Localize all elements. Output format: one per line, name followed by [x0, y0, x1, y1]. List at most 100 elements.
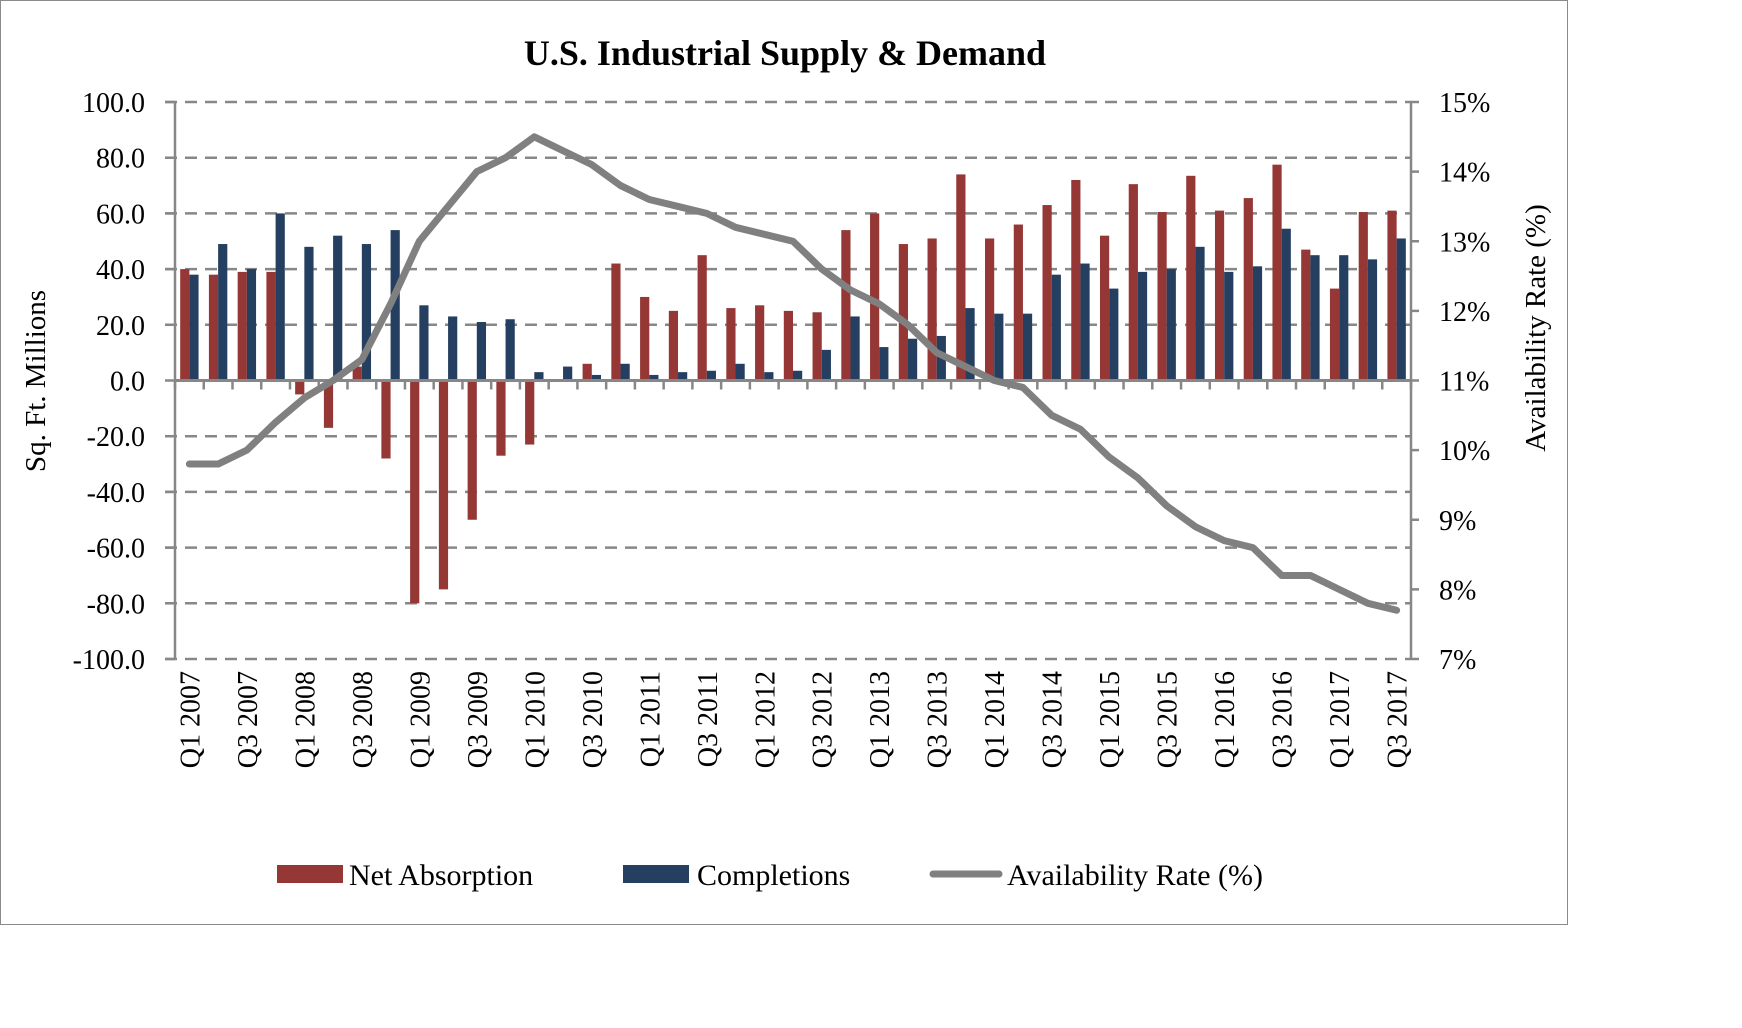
completions-bar: [505, 319, 515, 381]
net-absorption-bar: [237, 271, 247, 381]
net-absorption-bar: [870, 213, 880, 381]
net-absorption-bar: [1358, 212, 1368, 381]
completions-bar: [1051, 274, 1061, 381]
bars: [180, 164, 1406, 604]
x-axis-tick-label: Q1 2008: [290, 671, 321, 768]
net-absorption-bar: [438, 380, 449, 590]
y-axis-right-tick-label: 10%: [1439, 436, 1490, 467]
net-absorption-bar: [755, 305, 765, 381]
x-axis-tick-label: Q1 2015: [1095, 671, 1126, 768]
net-absorption-bar: [1042, 205, 1052, 381]
net-absorption-bar: [525, 380, 535, 445]
x-axis-tick-label: Q1 2014: [980, 671, 1011, 768]
net-absorption-bar: [1071, 179, 1081, 381]
net-absorption-bar: [697, 255, 707, 381]
y-axis-right-tick-label: 14%: [1439, 158, 1490, 189]
x-axis-tick-label: Q1 2012: [750, 671, 781, 768]
completions-bar: [189, 274, 199, 381]
net-absorption-bar: [668, 310, 679, 381]
net-absorption-bar: [381, 380, 391, 459]
legend-swatch-net-absorption: [277, 865, 343, 883]
completions-bar: [879, 347, 889, 381]
x-axis-tick-label: Q1 2007: [175, 671, 206, 768]
completions-bar: [1080, 263, 1090, 381]
y-axis-left-tick-label: 0.0: [110, 367, 145, 398]
y-axis-left-tick-label: 20.0: [96, 311, 145, 342]
net-absorption-bar: [841, 230, 851, 381]
x-axis-tick-label: Q1 2011: [635, 671, 666, 767]
net-absorption-bar: [783, 310, 793, 381]
completions-bar: [735, 363, 745, 381]
net-absorption-bar: [352, 366, 362, 381]
legend-item-net-absorption: Net Absorption: [277, 859, 533, 892]
completions-bar: [246, 269, 257, 381]
completions-bar: [218, 244, 228, 381]
completions-bar: [390, 230, 400, 381]
y-axis-right-title: Availability Rate (%): [1520, 204, 1552, 452]
legend-label-net-absorption: Net Absorption: [349, 859, 533, 892]
net-absorption-bar: [640, 296, 650, 381]
axes: [165, 100, 1419, 661]
net-absorption-bar: [1301, 249, 1311, 381]
completions-bar: [476, 322, 487, 381]
completions-bar: [764, 372, 774, 381]
y-axis-left-tick-label: -80.0: [87, 589, 145, 620]
y-axis-right-tick-label: 13%: [1439, 227, 1490, 258]
y-axis-left-tick-label: -100.0: [73, 645, 145, 676]
legend: Net Absorption Completions Availability …: [277, 859, 1263, 892]
completions-bar: [1109, 288, 1119, 381]
y-axis-right-tick-label: 7%: [1439, 645, 1476, 676]
completions-bar: [1137, 271, 1148, 381]
completions-bar: [1367, 259, 1378, 381]
completions-bar: [1396, 238, 1406, 381]
completions-bar: [563, 366, 573, 381]
y-axis-left-tick-label: -20.0: [87, 422, 145, 453]
completions-bar: [1224, 271, 1234, 381]
net-absorption-bar: [1157, 212, 1167, 381]
availability-line-layer: [185, 133, 1401, 614]
completions-bar: [1310, 255, 1320, 381]
completions-bar: [793, 370, 803, 381]
y-axis-left-tick-label: 100.0: [82, 88, 145, 119]
net-absorption-bar: [611, 263, 621, 381]
completions-bar: [1166, 269, 1176, 381]
net-absorption-bar: [1186, 175, 1196, 381]
completions-bar: [448, 316, 458, 381]
completions-bar: [1252, 266, 1263, 381]
y-axis-right-ticks: 15% 14% 13% 12% 11% 10% 9% 8% 7%: [1439, 88, 1490, 676]
x-axis-tick-label: Q1 2010: [520, 671, 551, 768]
completions-bar: [275, 213, 285, 381]
x-axis-tick-label: Q3 2013: [923, 671, 954, 768]
x-axis-tick-label: Q1 2013: [865, 671, 896, 768]
chart-title: U.S. Industrial Supply & Demand: [524, 33, 1046, 73]
net-absorption-bar: [323, 380, 334, 428]
legend-item-availability-rate: Availability Rate (%): [929, 859, 1263, 892]
legend-swatch-completions: [623, 865, 689, 883]
completions-bar: [1339, 255, 1349, 381]
x-axis-tick-label: Q1 2017: [1325, 671, 1356, 768]
x-axis-tick-label: Q3 2015: [1153, 671, 1184, 768]
net-absorption-bar: [582, 363, 592, 381]
net-absorption-bar: [208, 274, 219, 381]
x-axis-tick-label: Q3 2009: [463, 671, 494, 768]
net-absorption-bar: [266, 271, 276, 381]
y-axis-right-tick-label: 9%: [1439, 506, 1476, 537]
net-absorption-bar: [1272, 164, 1282, 381]
chart: U.S. Industrial Supply & Demand 100.0 80.…: [20, 33, 1552, 892]
completions-bar: [304, 246, 314, 381]
net-absorption-bar: [1214, 210, 1225, 381]
net-absorption-bar: [295, 380, 305, 395]
y-axis-left-tick-label: -60.0: [87, 534, 145, 565]
completions-bar: [821, 349, 831, 381]
x-axis-ticks: Q1 2007 Q3 2007 Q1 2008 Q3 2008 Q1 2009 Q3 20…: [175, 671, 1413, 768]
net-absorption-bar: [812, 312, 822, 381]
y-axis-left-ticks: 100.0 80.0 60.0 40.0 20.0 0.0 -20.0 -40.0 -60.0 -…: [73, 88, 145, 676]
completions-bar: [994, 313, 1004, 381]
y-axis-right-tick-label: 15%: [1439, 88, 1490, 119]
y-axis-left-tick-label: 60.0: [96, 199, 145, 230]
completions-bar: [361, 244, 372, 381]
completions-bar: [1281, 228, 1291, 381]
completions-bar: [419, 305, 429, 381]
completions-bar: [706, 370, 716, 381]
net-absorption-bar: [1329, 288, 1340, 381]
